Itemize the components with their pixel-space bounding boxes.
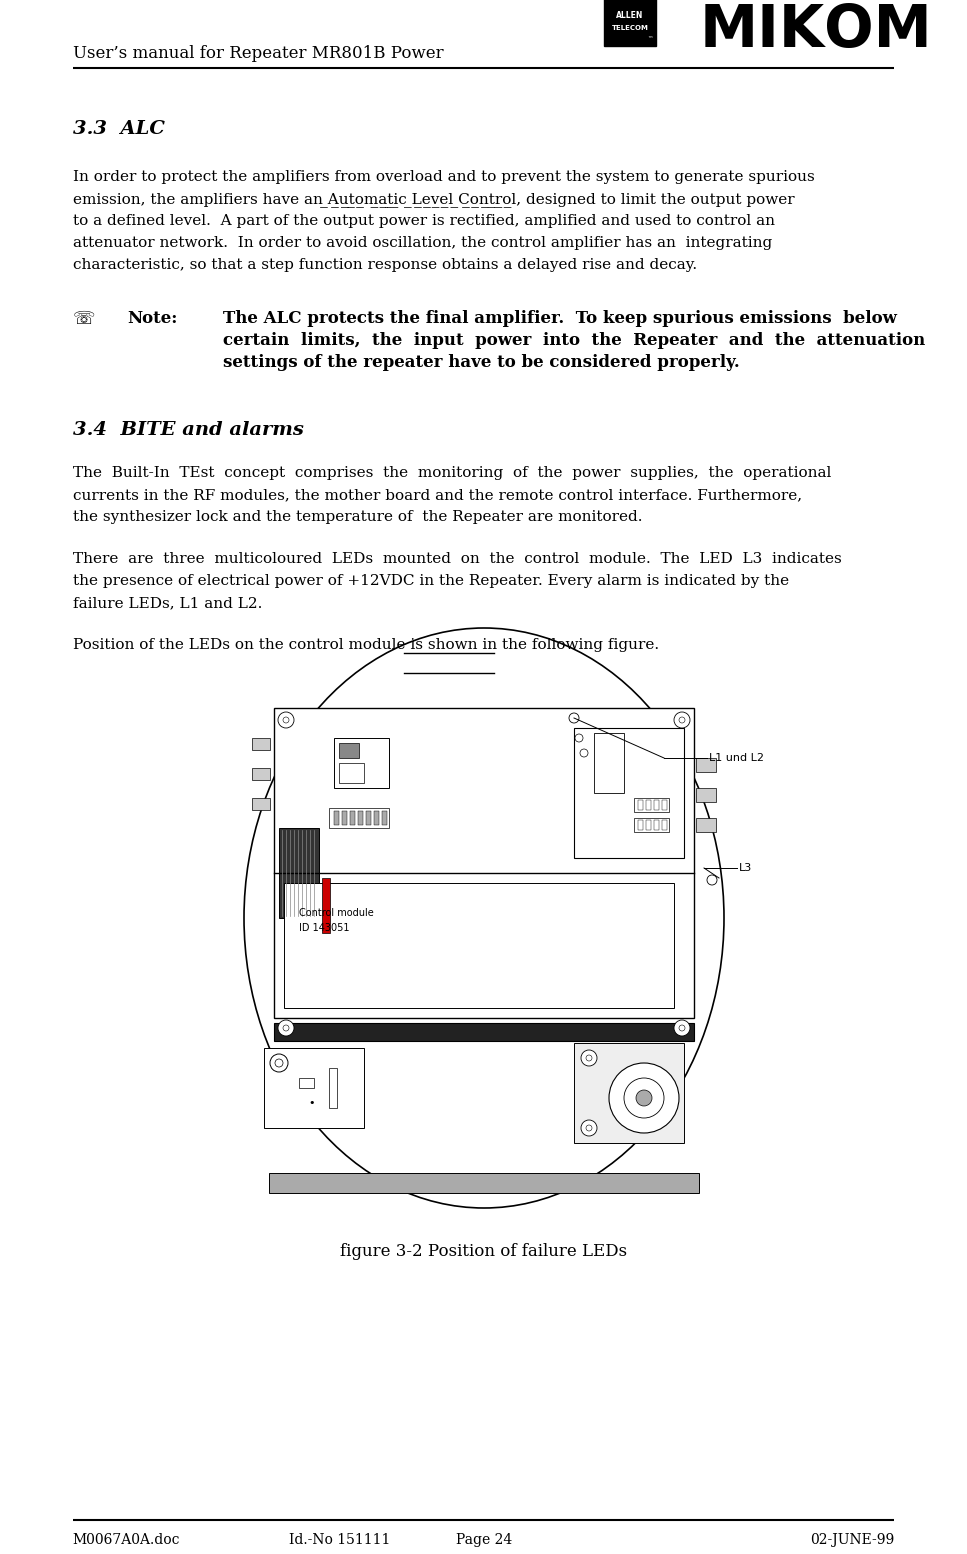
Circle shape: [575, 733, 583, 741]
Bar: [329, 1068, 337, 1108]
Circle shape: [636, 1089, 652, 1106]
Bar: [662, 821, 667, 830]
Circle shape: [674, 712, 690, 727]
Text: Page 24: Page 24: [455, 1532, 513, 1546]
Bar: [696, 788, 716, 802]
Bar: [269, 1173, 699, 1193]
Text: MIKΟM: MIKΟM: [700, 2, 933, 59]
Circle shape: [581, 1051, 597, 1066]
Bar: [662, 800, 667, 810]
Circle shape: [586, 1055, 592, 1061]
Circle shape: [679, 1026, 685, 1030]
Bar: [339, 743, 359, 758]
Text: ☏: ☏: [73, 309, 95, 328]
Circle shape: [270, 1054, 288, 1072]
Bar: [284, 883, 674, 1009]
Text: ID 143051: ID 143051: [299, 923, 349, 932]
Bar: [299, 1078, 314, 1088]
Bar: [252, 738, 270, 751]
Bar: [279, 828, 319, 918]
Text: currents in the RF modules, the mother board and the remote control interface. F: currents in the RF modules, the mother b…: [73, 488, 802, 502]
Bar: [638, 821, 643, 830]
Bar: [646, 800, 651, 810]
Text: figure 3-2 Position of failure LEDs: figure 3-2 Position of failure LEDs: [340, 1243, 628, 1260]
Bar: [334, 738, 389, 788]
Bar: [252, 768, 270, 780]
Circle shape: [581, 1120, 597, 1136]
Circle shape: [674, 1019, 690, 1037]
Bar: [334, 811, 339, 825]
Text: In order to protect the amplifiers from overload and to prevent the system to ge: In order to protect the amplifiers from …: [73, 169, 814, 183]
Circle shape: [283, 1026, 289, 1030]
Circle shape: [609, 1063, 679, 1133]
Bar: [594, 733, 624, 793]
Text: failure LEDs, L1 and L2.: failure LEDs, L1 and L2.: [73, 597, 262, 611]
Text: M0067A0A.doc: M0067A0A.doc: [73, 1532, 180, 1546]
Bar: [654, 821, 659, 830]
Bar: [634, 799, 669, 813]
Bar: [358, 811, 363, 825]
Bar: [634, 817, 669, 831]
Text: Note:: Note:: [128, 309, 178, 326]
Bar: [274, 1023, 694, 1041]
Bar: [696, 817, 716, 831]
Text: Id.-No 151111: Id.-No 151111: [289, 1532, 391, 1546]
Bar: [574, 1043, 684, 1144]
Bar: [638, 800, 643, 810]
Bar: [646, 821, 651, 830]
Text: ™: ™: [648, 37, 653, 42]
Text: Position of the LEDs on the control module is shown in the following figure.: Position of the LEDs on the control modu…: [73, 639, 659, 653]
Bar: [574, 727, 684, 858]
Circle shape: [679, 716, 685, 723]
Text: The ALC protects the final amplifier.  To keep spurious emissions  below: The ALC protects the final amplifier. To…: [222, 309, 896, 326]
Bar: [696, 758, 716, 772]
Text: 3.4  BITE and alarms: 3.4 BITE and alarms: [73, 421, 304, 438]
Text: TELECOM: TELECOM: [611, 25, 649, 31]
Text: to a defined level.  A part of the output power is rectified, amplified and used: to a defined level. A part of the output…: [73, 214, 775, 228]
Text: attenuator network.  In order to avoid oscillation, the control amplifier has an: attenuator network. In order to avoid os…: [73, 236, 772, 250]
Circle shape: [275, 1058, 283, 1068]
Text: User’s manual for Repeater MR801B Power: User’s manual for Repeater MR801B Power: [73, 45, 443, 62]
Text: emission, the amplifiers have an ̲A̲u̲t̲o̲m̲a̲t̲i̲c ̲L̲e̲v̲e̲l ̲C̲o̲n̲t̲r̲o̲l, d: emission, the amplifiers have an ̲A̲u̲t̲…: [73, 193, 794, 207]
Bar: [350, 811, 355, 825]
Circle shape: [569, 713, 579, 723]
Text: 02-JUNE-99: 02-JUNE-99: [810, 1532, 894, 1546]
Circle shape: [283, 716, 289, 723]
Bar: [374, 811, 379, 825]
Text: L1 und L2: L1 und L2: [709, 754, 764, 763]
Text: L3: L3: [739, 862, 752, 873]
Circle shape: [586, 1125, 592, 1131]
Circle shape: [624, 1078, 664, 1117]
Bar: [274, 709, 694, 1018]
Text: settings of the repeater have to be considered properly.: settings of the repeater have to be cons…: [222, 354, 740, 371]
Text: There  are  three  multicoloured  LEDs  mounted  on  the  control  module.  The : There are three multicoloured LEDs mount…: [73, 552, 841, 566]
Bar: [382, 811, 387, 825]
Bar: [654, 800, 659, 810]
Ellipse shape: [244, 628, 724, 1207]
Text: Control module: Control module: [299, 908, 374, 918]
Text: characteristic, so that a step function response obtains a delayed rise and deca: characteristic, so that a step function …: [73, 258, 696, 272]
Text: ALLEN: ALLEN: [616, 11, 644, 20]
Circle shape: [278, 712, 294, 727]
Text: The  Built-In  TEst  concept  comprises  the  monitoring  of  the  power  suppli: The Built-In TEst concept comprises the …: [73, 466, 831, 480]
Bar: [252, 799, 270, 810]
Bar: [342, 811, 347, 825]
Bar: [366, 811, 371, 825]
Bar: [264, 1047, 364, 1128]
Circle shape: [707, 875, 717, 884]
Text: the presence of electrical power of +12VDC in the Repeater. Every alarm is indic: the presence of electrical power of +12V…: [73, 573, 789, 587]
Text: •: •: [308, 1099, 315, 1108]
Text: the synthesizer lock and the temperature of  the Repeater are monitored.: the synthesizer lock and the temperature…: [73, 510, 642, 524]
Bar: [322, 878, 330, 932]
Bar: [329, 808, 389, 828]
Circle shape: [580, 749, 588, 757]
Text: 3.3  ALC: 3.3 ALC: [73, 120, 164, 138]
Circle shape: [278, 1019, 294, 1037]
Bar: [604, 0, 656, 47]
Text: certain  limits,  the  input  power  into  the  Repeater  and  the  attenuation: certain limits, the input power into the…: [222, 333, 924, 350]
Bar: [339, 763, 364, 783]
